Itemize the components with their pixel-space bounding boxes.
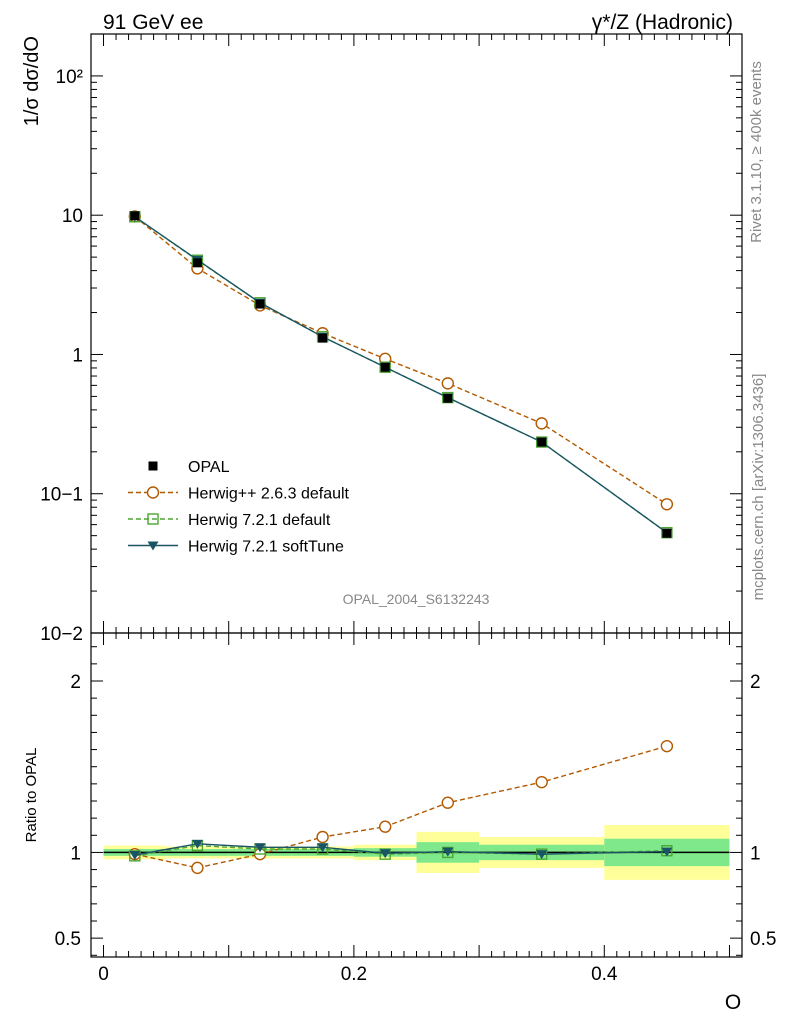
- ratio-x-tick-label: 0: [98, 964, 109, 985]
- ratio-line-herwig-2-6-3-default: [134, 745, 668, 869]
- legend-marker-herwig-2-6-3-default: [146, 486, 160, 499]
- ratio-point-herwig-7-2-1-softtune: [129, 851, 141, 860]
- main-y-tick-label: 10²: [56, 67, 83, 88]
- ratio-x-ticks: 0 0.2 0.4: [98, 633, 730, 985]
- legend-marker-opal: [148, 461, 158, 471]
- main-y-tick-label: 1: [72, 345, 83, 366]
- ratio-point-herwig-7-2-1-softtune: [317, 843, 329, 853]
- ratio-point-herwig-7-2-1-softtune: [661, 847, 673, 857]
- ratio-series-layer: [128, 739, 674, 875]
- ratio-y-ticks: 0.5 0.5 1 1 2 2: [55, 646, 776, 956]
- legend-label-herwig-7-2-1-default: Herwig 7.2.1 default: [188, 512, 331, 529]
- main-x-ticks: [103, 34, 730, 633]
- legend-label-herwig-2-6-3-default: Herwig++ 2.6.3 default: [188, 486, 350, 503]
- watermark-label: OPAL_2004_S6132243: [343, 591, 490, 607]
- series-line-herwig-7-2-1-softtune: [134, 216, 668, 534]
- main-y-ticks: 10−2 10−1 1 10 10²: [40, 33, 742, 645]
- ratio-y-tick-label: 0.5: [55, 929, 81, 950]
- data-point-herwig-2-6-3-default: [441, 377, 454, 390]
- ratio-y-tick-label-right: 1: [750, 843, 761, 864]
- main-series-layer: [128, 210, 674, 539]
- ratio-point-herwig-2-6-3-default: [441, 796, 454, 809]
- legend-marker-herwig-7-2-1-softtune: [147, 541, 159, 551]
- data-point-opal: [130, 211, 140, 221]
- ratio-y-axis-label: Ratio to OPAL: [23, 748, 40, 843]
- data-point-herwig-2-6-3-default: [660, 498, 674, 511]
- ratio-y-tick-label: 2: [70, 672, 81, 693]
- ratio-point-herwig-7-2-1-default: [379, 848, 391, 860]
- header-left-title: 91 GeV ee: [103, 11, 203, 34]
- legend-label-herwig-7-2-1-softtune: Herwig 7.2.1 softTune: [188, 539, 344, 556]
- ratio-x-tick-label: 0.2: [341, 964, 367, 985]
- mcplots-label: mcplots.cern.ch [arXiv:1306.3436]: [750, 374, 767, 601]
- ratio-line-herwig-7-2-1-softtune: [134, 843, 667, 856]
- ratio-point-herwig-7-2-1-softtune: [379, 849, 391, 859]
- main-panel: 10−2 10−1 1 10 10² 1/σ dσ/dO OPAL_2004_S6132…: [21, 33, 743, 645]
- ratio-point-herwig-7-2-1-default: [129, 850, 141, 862]
- y-axis-label: 1/σ dσ/dO: [21, 36, 43, 126]
- main-y-tick-label: 10−1: [40, 485, 83, 506]
- main-y-tick-label: 10−2: [40, 624, 83, 645]
- ratio-point-herwig-2-6-3-default: [316, 830, 329, 844]
- data-point-opal: [380, 362, 390, 372]
- ratio-y-tick-label: 1: [70, 843, 81, 864]
- ratio-x-tick-label: 0.4: [591, 964, 618, 985]
- header-right-title: γ*/Z (Hadronic): [592, 11, 733, 34]
- data-point-opal: [662, 528, 672, 538]
- ratio-point-herwig-7-2-1-softtune: [254, 843, 266, 853]
- rivet-label: Rivet 3.1.10, ≥ 400k events: [748, 61, 765, 243]
- ratio-point-herwig-7-2-1-softtune: [536, 850, 548, 860]
- ratio-point-herwig-2-6-3-default: [535, 775, 548, 789]
- data-point-opal: [443, 393, 453, 403]
- ratio-point-herwig-7-2-1-default: [442, 846, 454, 859]
- main-y-tick-label: 10: [62, 206, 83, 227]
- data-point-herwig-2-6-3-default: [535, 417, 548, 430]
- ratio-point-herwig-2-6-3-default: [379, 820, 392, 833]
- ratio-point-herwig-2-6-3-default: [660, 739, 674, 753]
- data-point-opal: [537, 437, 547, 447]
- ratio-point-herwig-2-6-3-default: [191, 861, 204, 875]
- legend-label-opal: OPAL: [188, 459, 230, 476]
- ratio-point-herwig-7-2-1-softtune: [191, 839, 203, 849]
- x-axis-label: O: [725, 991, 741, 1014]
- legend-marker-herwig-7-2-1-default: [147, 513, 159, 525]
- ratio-y-tick-label-right: 0.5: [750, 929, 776, 950]
- series-line-herwig-2-6-3-default: [134, 215, 668, 505]
- data-point-opal: [192, 258, 202, 268]
- ratio-panel: 0.5 0.5 1 1 2 2 0 0.2 0.4 Ratio to OPAL O: [23, 632, 776, 1014]
- data-point-opal: [318, 333, 328, 343]
- ratio-panel-frame: [90, 632, 743, 958]
- data-point-opal: [255, 299, 265, 309]
- ratio-y-tick-label-right: 2: [750, 672, 761, 693]
- legend: OPAL Herwig++ 2.6.3 default Herwig 7.2.1 d…: [128, 459, 350, 556]
- ratio-point-herwig-7-2-1-softtune: [442, 847, 454, 857]
